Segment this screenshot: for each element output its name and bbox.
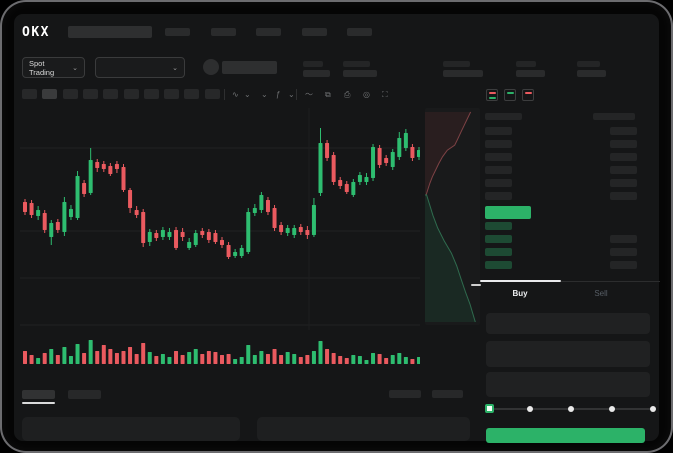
price-field[interactable]	[486, 313, 650, 334]
stat-value-2	[343, 70, 377, 77]
nav-item-3[interactable]	[256, 28, 281, 36]
slider-stop-4[interactable]	[609, 406, 615, 412]
bottom-tab-indicator	[22, 402, 55, 404]
ask-row-amount-5[interactable]	[610, 179, 637, 187]
ask-row-price-6[interactable]	[485, 192, 512, 200]
orderbook-layout-asks-icon[interactable]	[522, 89, 534, 101]
toggle-stripe	[507, 92, 514, 94]
chevron-down-icon: ⌄	[72, 64, 78, 72]
fullscreen-icon[interactable]: ⛶	[382, 88, 388, 101]
ask-row-amount-6[interactable]	[610, 192, 637, 200]
interval-chip-3[interactable]	[63, 89, 78, 99]
interval-chip-9[interactable]	[184, 89, 199, 99]
buy-tab[interactable]: Buy	[480, 289, 560, 298]
stat-label-5	[577, 61, 600, 67]
pair-name-placeholder	[222, 61, 277, 74]
toolbar-separator	[224, 89, 225, 100]
tab-divider	[561, 281, 660, 282]
settings-chevron-icon[interactable]: ⌄	[261, 88, 268, 101]
bid-row-price-2[interactable]	[485, 235, 512, 243]
ask-row-price-3[interactable]	[485, 153, 512, 161]
last-price-bar[interactable]	[485, 206, 531, 219]
last-price-marker	[471, 284, 481, 286]
ask-row-amount-4[interactable]	[610, 166, 637, 174]
coin-avatar	[203, 59, 219, 75]
orders-table-placeholder-2	[257, 417, 470, 441]
slider-stop-5[interactable]	[650, 406, 656, 412]
bid-row-amount-3[interactable]	[610, 248, 637, 256]
market-type-dropdown[interactable]: Spot Trading ⌄	[22, 57, 85, 78]
search-placeholder[interactable]	[68, 26, 152, 38]
orderbook-layout-both-icon[interactable]	[486, 89, 498, 101]
stat-label-3	[443, 61, 470, 67]
bottom-tab-open-orders[interactable]	[22, 390, 55, 399]
toggle-stripe	[489, 97, 496, 99]
slider-stop-3[interactable]	[568, 406, 574, 412]
orderbook-amount-header	[593, 113, 635, 120]
interval-chip-8[interactable]	[164, 89, 179, 99]
stat-value-3	[443, 70, 483, 77]
chart-type-icon[interactable]: ∿	[232, 88, 239, 101]
stat-value-4	[516, 70, 545, 77]
interval-chip-5[interactable]	[103, 89, 118, 99]
market-type-label: Spot Trading	[29, 59, 68, 77]
indicators-icon[interactable]: ƒ	[276, 88, 280, 101]
nav-item-1[interactable]	[165, 28, 190, 36]
interval-chip-7[interactable]	[144, 89, 159, 99]
device-frame: OKX Spot Trading ⌄ ⌄ Buy Sell ∿ ⌄ ⌄ ƒ ⌄ 〜 ⧉ ⎙ ◎ ⛶	[0, 0, 673, 453]
ask-row-price-1[interactable]	[485, 127, 512, 135]
depth-chart[interactable]	[425, 108, 480, 325]
toolbar-separator	[296, 89, 297, 100]
bid-row-price-4[interactable]	[485, 261, 512, 269]
chart-type-chevron-icon[interactable]: ⌄	[244, 88, 251, 101]
buy-tab-indicator	[480, 280, 561, 282]
stat-label-4	[516, 61, 536, 67]
slider-handle[interactable]	[485, 404, 494, 413]
compare-icon[interactable]: ⧉	[325, 88, 331, 101]
interval-chip-1[interactable]	[22, 89, 37, 99]
stat-label-1	[303, 61, 323, 67]
bid-row-price-1[interactable]	[485, 222, 512, 230]
total-field[interactable]	[486, 372, 650, 397]
okx-logo: OKX	[22, 25, 50, 40]
sell-tab[interactable]: Sell	[561, 289, 641, 298]
interval-chip-10[interactable]	[205, 89, 220, 99]
ask-row-amount-2[interactable]	[610, 140, 637, 148]
chevron-down-icon: ⌄	[172, 64, 178, 72]
candlestick-chart[interactable]	[20, 108, 420, 368]
slider-stop-2[interactable]	[527, 406, 533, 412]
orderbook-layout-bids-icon[interactable]	[504, 89, 516, 101]
interval-chip-6[interactable]	[124, 89, 139, 99]
nav-item-4[interactable]	[302, 28, 327, 36]
amount-field[interactable]	[486, 341, 650, 367]
bottom-tab-order-history[interactable]	[68, 390, 101, 399]
alert-icon[interactable]: ◎	[363, 88, 370, 101]
buy-submit-button[interactable]	[486, 428, 645, 443]
bottom-action-chip-1[interactable]	[389, 390, 421, 398]
nav-item-2[interactable]	[211, 28, 236, 36]
stat-value-5	[577, 70, 606, 77]
indicators-chevron-icon[interactable]: ⌄	[288, 88, 295, 101]
interval-chip-2[interactable]	[42, 89, 57, 99]
ask-row-amount-3[interactable]	[610, 153, 637, 161]
orderbook-price-header	[485, 113, 522, 120]
toggle-stripe	[489, 92, 496, 94]
interval-chip-4[interactable]	[83, 89, 98, 99]
stat-value-1	[303, 70, 330, 77]
line-tool-icon[interactable]: 〜	[305, 88, 313, 101]
bid-row-price-3[interactable]	[485, 248, 512, 256]
ask-row-amount-1[interactable]	[610, 127, 637, 135]
bid-row-amount-2[interactable]	[610, 235, 637, 243]
stat-label-2	[343, 61, 370, 67]
bottom-action-chip-2[interactable]	[432, 390, 463, 398]
screenshot-icon[interactable]: ⎙	[344, 88, 350, 101]
orders-table-placeholder	[22, 417, 240, 441]
ask-row-price-5[interactable]	[485, 179, 512, 187]
toggle-stripe	[525, 92, 532, 94]
ask-row-price-4[interactable]	[485, 166, 512, 174]
nav-item-5[interactable]	[347, 28, 372, 36]
bid-row-amount-4[interactable]	[610, 261, 637, 269]
pair-select-dropdown[interactable]: ⌄	[95, 57, 185, 78]
ask-row-price-2[interactable]	[485, 140, 512, 148]
